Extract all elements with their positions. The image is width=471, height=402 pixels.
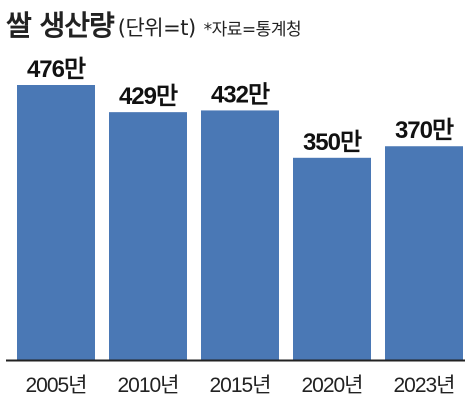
bar-value-label: 370만	[395, 117, 454, 144]
bar	[201, 110, 279, 360]
unit-note: (단위=t)	[117, 16, 196, 40]
bar	[109, 112, 187, 361]
bar-value-label: 476만	[27, 56, 86, 83]
bar	[293, 157, 371, 360]
chart-title: 쌀 생산량	[6, 9, 115, 42]
bar-value-label: 429만	[119, 83, 178, 110]
bar-value-label: 350만	[303, 129, 362, 156]
x-tick-label: 2023년	[393, 374, 454, 397]
source-note: *자료=통계청	[203, 20, 302, 40]
x-tick-label: 2005년	[25, 374, 86, 397]
x-tick-label: 2010년	[117, 374, 178, 397]
chart-title-row: 쌀 생산량 (단위=t) *자료=통계청	[6, 4, 302, 44]
bar	[17, 85, 95, 360]
bar-value-label: 432만	[211, 81, 270, 108]
bar	[385, 146, 463, 360]
x-tick-label: 2020년	[301, 374, 362, 397]
x-tick-label: 2015년	[209, 374, 270, 397]
